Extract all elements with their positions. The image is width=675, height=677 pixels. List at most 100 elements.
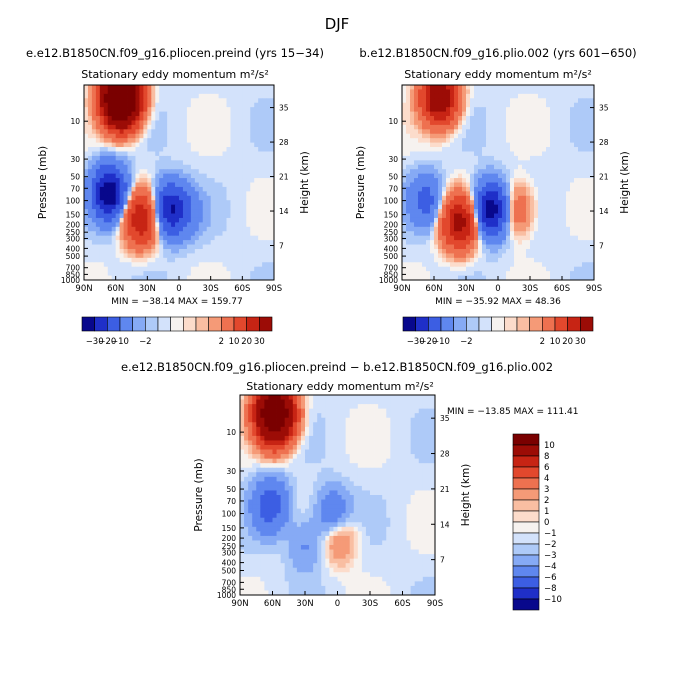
field-cell — [357, 431, 363, 437]
field-cell — [418, 404, 424, 410]
field-cell — [562, 155, 567, 161]
field-cell — [410, 445, 416, 450]
field-cell — [558, 169, 563, 175]
field-cell — [182, 257, 188, 263]
field-cell — [84, 147, 89, 152]
field-cell — [454, 200, 459, 206]
field-cell — [190, 133, 196, 139]
field-cell — [179, 253, 184, 259]
field-cell — [502, 186, 507, 192]
field-cell — [266, 164, 271, 170]
field-cell — [127, 191, 132, 197]
field-cell — [418, 102, 423, 108]
field-cell — [163, 182, 168, 188]
field-cell — [502, 271, 507, 276]
field-cell — [333, 449, 338, 455]
field-cell — [414, 164, 419, 170]
field-cell — [582, 235, 587, 241]
field-cell — [87, 275, 93, 281]
field-cell — [198, 209, 204, 214]
field-cell — [159, 209, 164, 214]
field-cell — [155, 89, 160, 95]
field-cell — [262, 275, 267, 281]
field-cell — [131, 266, 136, 272]
field-cell — [218, 209, 223, 214]
field-cell — [337, 445, 342, 450]
field-cell — [256, 435, 261, 441]
field-cell — [349, 404, 355, 410]
field-cell — [578, 213, 583, 219]
field-cell — [370, 413, 375, 419]
field-cell — [462, 133, 467, 139]
field-cell — [530, 235, 535, 241]
field-cell — [458, 173, 463, 179]
field-cell — [494, 209, 499, 214]
field-cell — [450, 116, 455, 121]
field-cell — [91, 182, 97, 188]
field-cell — [206, 217, 212, 223]
field-cell — [214, 222, 219, 228]
field-cell — [91, 253, 97, 259]
x-tick-label: 30S — [203, 284, 219, 294]
field-cell — [357, 426, 363, 432]
field-cell — [95, 209, 101, 214]
field-cell — [550, 178, 555, 183]
field-cell — [163, 142, 168, 148]
field-cell — [182, 271, 188, 276]
field-cell — [234, 93, 239, 99]
field-cell — [250, 191, 255, 197]
field-cell — [107, 116, 113, 121]
field-cell — [578, 173, 583, 179]
field-cell — [534, 240, 539, 245]
field-cell — [143, 85, 148, 90]
field-cell — [486, 244, 491, 250]
field-cell — [300, 431, 306, 437]
field-cell — [546, 155, 551, 161]
field-cell — [159, 142, 164, 148]
field-cell — [246, 89, 251, 95]
field-cell — [175, 244, 180, 250]
field-cell — [254, 178, 259, 183]
field-cell — [538, 107, 543, 112]
field-cell — [562, 191, 567, 197]
field-cell — [474, 169, 479, 175]
field-cell — [111, 102, 117, 108]
field-cell — [402, 395, 407, 400]
field-cell — [446, 257, 451, 263]
field-cell — [494, 89, 499, 95]
field-cell — [131, 231, 136, 237]
field-cell — [210, 231, 216, 237]
field-cell — [300, 435, 306, 441]
field-cell — [296, 435, 302, 441]
field-cell — [542, 155, 547, 161]
field-cell — [570, 200, 575, 206]
field-cell — [202, 182, 208, 188]
field-cell — [171, 262, 176, 268]
field-cell — [402, 195, 407, 201]
field-cell — [402, 413, 407, 419]
field-cell — [370, 426, 375, 432]
field-cell — [526, 178, 531, 183]
field-cell — [266, 244, 271, 250]
field-cell — [422, 257, 427, 263]
field-cell — [171, 107, 176, 112]
field-cell — [198, 226, 204, 232]
field-cell — [115, 173, 121, 179]
field-cell — [321, 431, 326, 437]
field-cell — [482, 275, 487, 281]
field-cell — [147, 142, 152, 148]
field-cell — [206, 222, 212, 228]
field-cell — [214, 120, 219, 126]
field-cell — [135, 111, 140, 117]
field-cell — [139, 253, 144, 259]
field-cell — [111, 217, 117, 223]
field-cell — [374, 440, 379, 446]
field-cell — [458, 169, 463, 175]
field-cell — [163, 217, 168, 223]
field-cell — [466, 98, 471, 104]
field-cell — [442, 89, 447, 95]
field-cell — [542, 173, 547, 179]
field-cell — [438, 195, 443, 201]
field-cell — [202, 200, 208, 206]
field-cell — [458, 85, 463, 90]
